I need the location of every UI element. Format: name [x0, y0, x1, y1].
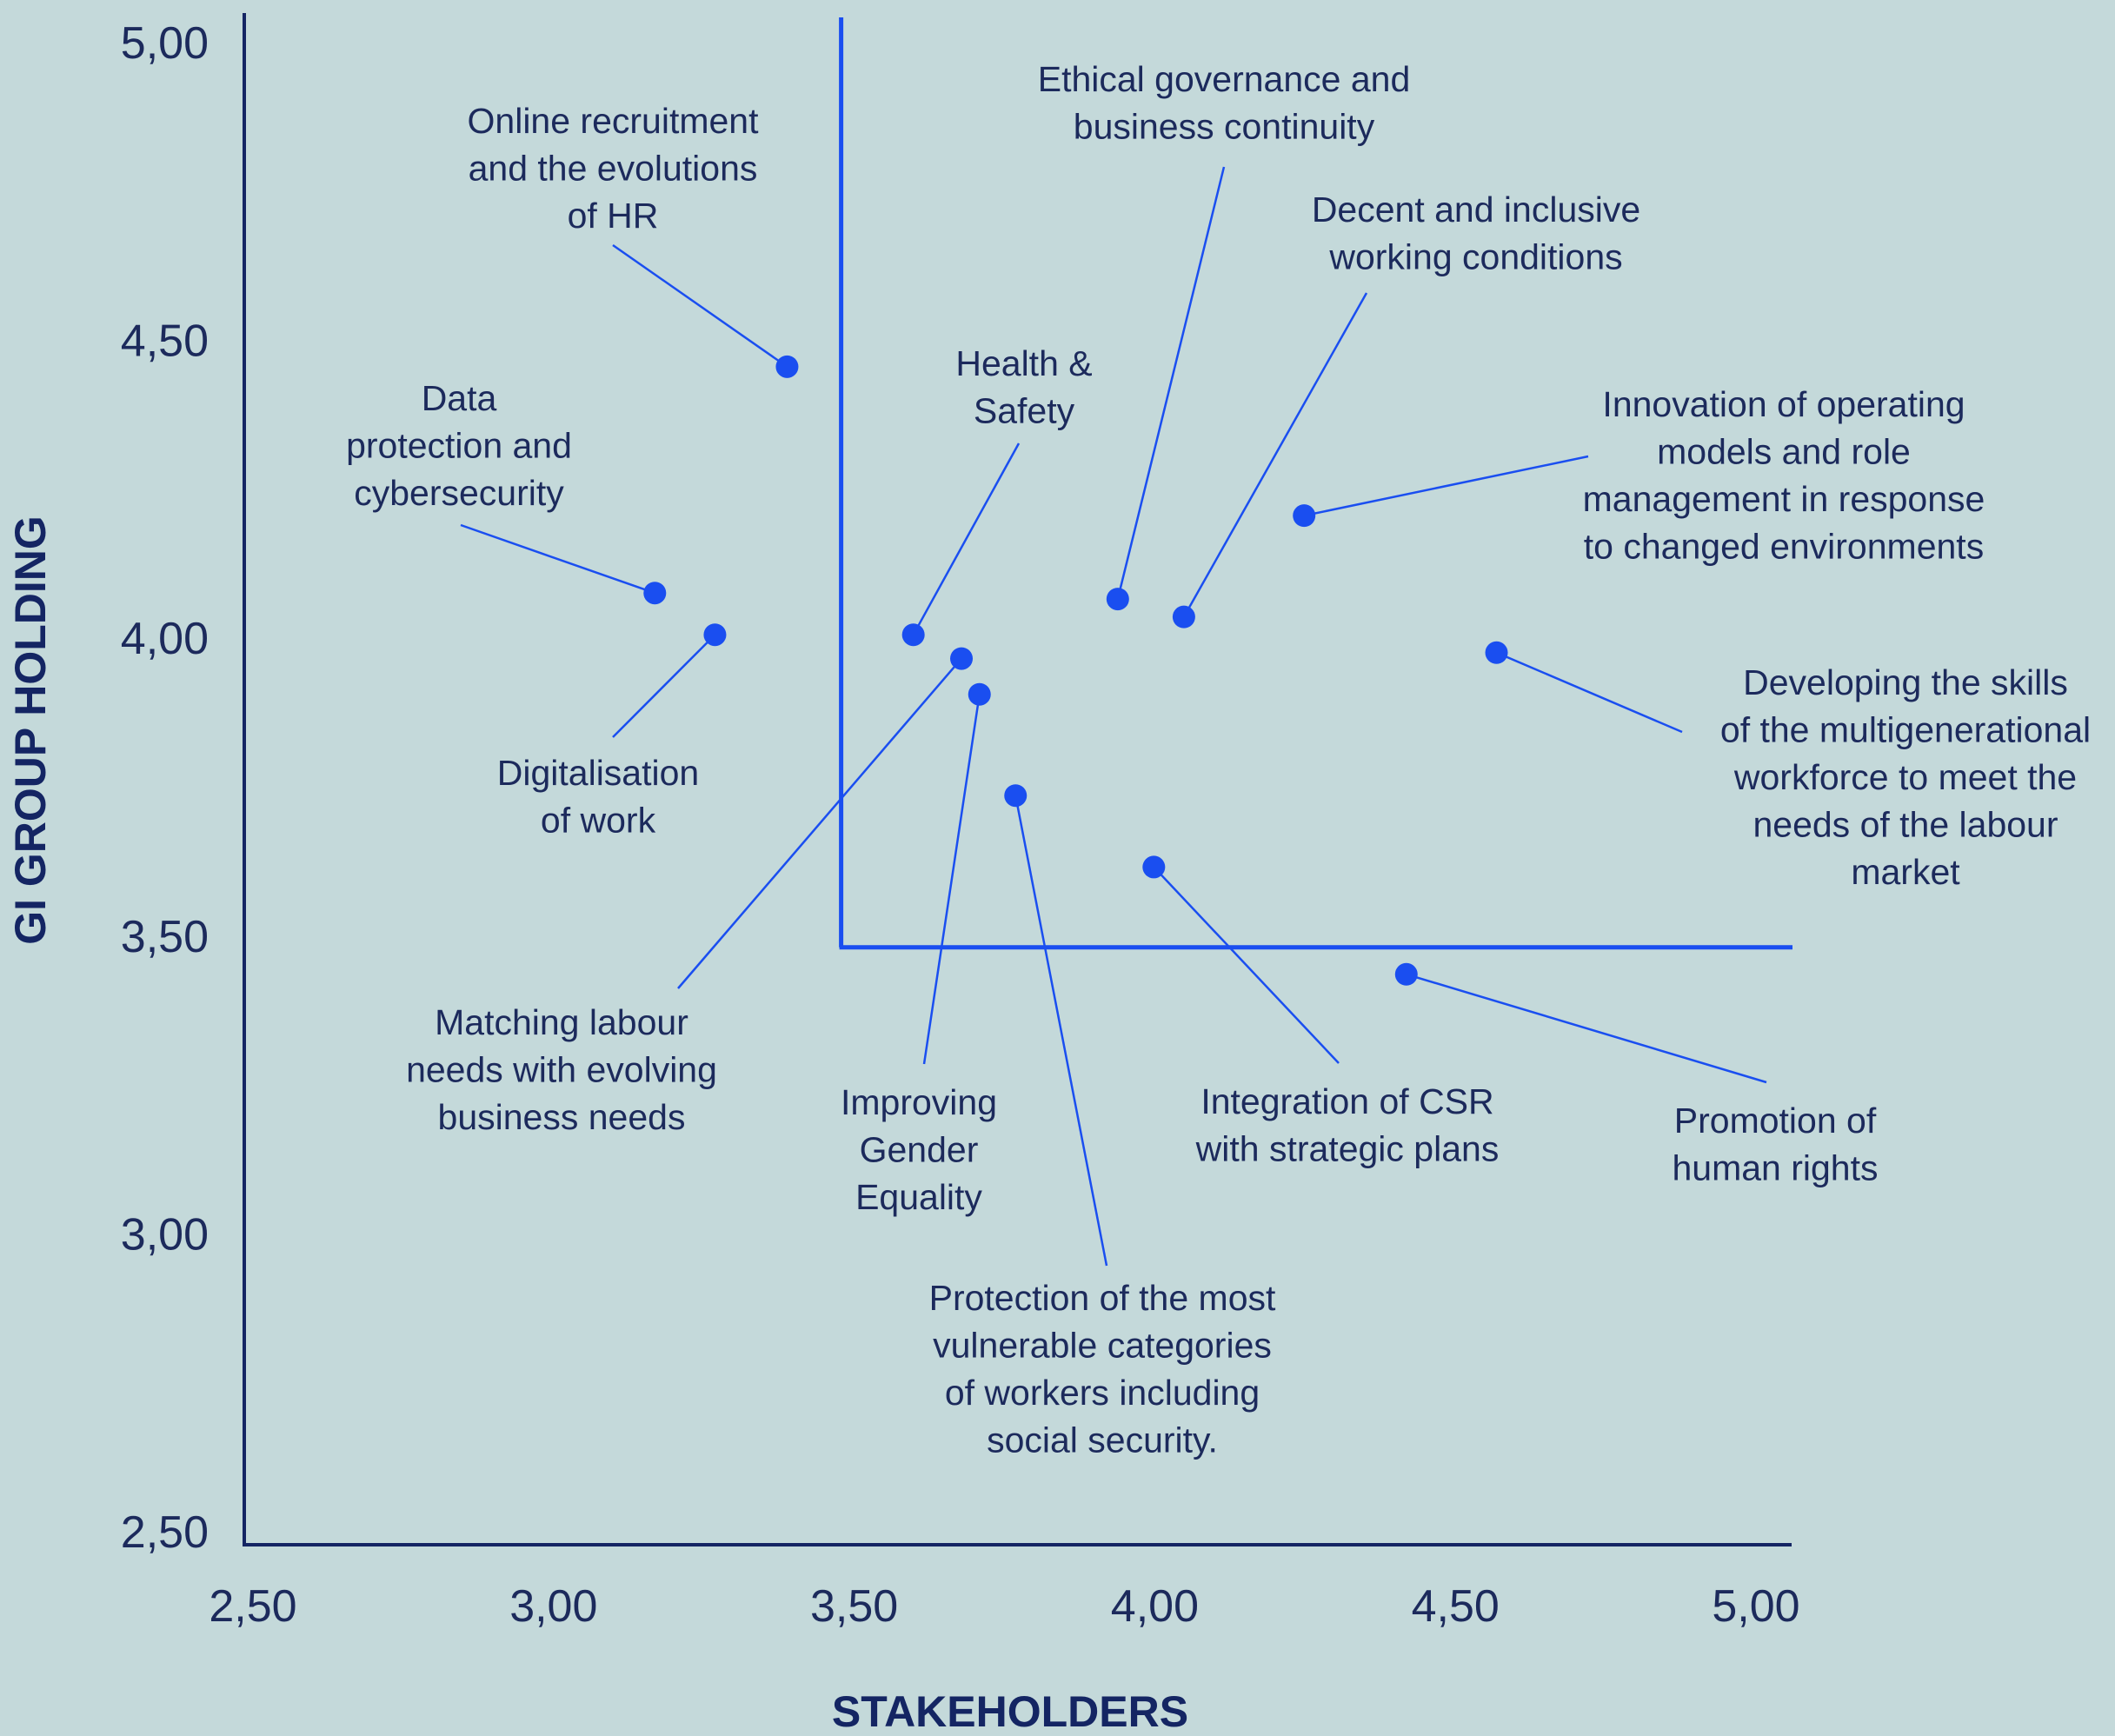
- y-tick-label: 3,50: [121, 912, 209, 962]
- data-point: [643, 582, 667, 605]
- y-tick-label: 4,00: [121, 614, 209, 664]
- leader-line: [460, 523, 655, 595]
- data-point: [1106, 588, 1129, 611]
- leader-line: [612, 243, 788, 368]
- point-label: Protection of the most vulnerable categor…: [929, 1278, 1276, 1460]
- threshold-lines: [839, 17, 1792, 950]
- point-label: Online recruitment and the evolutions of H…: [468, 101, 760, 236]
- x-tick-label: 5,00: [1712, 1581, 1799, 1632]
- x-tick-label: 2,50: [209, 1581, 296, 1632]
- x-tick-label: 3,50: [810, 1581, 898, 1632]
- data-point: [968, 682, 991, 706]
- data-point: [1004, 784, 1028, 808]
- leader-line: [1182, 292, 1368, 618]
- y-tick-label: 5,00: [121, 18, 209, 69]
- x-tick-label: 4,50: [1412, 1581, 1500, 1632]
- x-tick-label: 4,00: [1111, 1581, 1199, 1632]
- leader-line: [1153, 866, 1340, 1064]
- data-point: [1394, 962, 1418, 986]
- leader-line: [1014, 795, 1108, 1267]
- y-tick-label: 3,00: [121, 1209, 209, 1260]
- leader-line: [612, 634, 716, 738]
- point-label: Matching labour needs with evolving busine…: [406, 1002, 717, 1137]
- point-label: Ethical governance and business continuit…: [1038, 59, 1411, 147]
- point-label: Health & Safety: [955, 343, 1092, 431]
- data-point: [1172, 605, 1195, 629]
- leader-line: [677, 657, 962, 989]
- point-label: Data protection and cybersecurity: [346, 378, 572, 513]
- x-tick-labels: 2,50 3,00 3,50 4,00 4,50 5,00: [209, 1581, 1799, 1632]
- data-points: [643, 355, 1508, 986]
- leader-line: [1496, 651, 1683, 734]
- leader-line: [1303, 455, 1589, 517]
- y-axis-title: GI GROUP HOLDING: [6, 515, 55, 945]
- data-point: [1142, 855, 1166, 879]
- data-point: [775, 355, 799, 378]
- data-point: [703, 623, 727, 647]
- point-labels: Online recruitment and the evolutions of H…: [346, 59, 2091, 1460]
- point-label: Promotion of human rights: [1672, 1101, 1878, 1188]
- leader-line: [1116, 166, 1226, 600]
- data-point: [1293, 504, 1316, 528]
- y-tick-labels: 2,50 3,00 3,50 4,00 4,50 5,00: [121, 18, 209, 1558]
- point-label: Improving Gender Equality: [841, 1082, 997, 1217]
- leader-line: [1406, 973, 1767, 1084]
- data-point: [950, 647, 974, 670]
- data-point: [1485, 641, 1508, 664]
- point-label: Decent and inclusive working conditions: [1312, 190, 1640, 277]
- leader-line: [922, 694, 981, 1065]
- leader-line: [912, 442, 1021, 635]
- point-label: Integration of CSR with strategic plans: [1195, 1081, 1500, 1169]
- point-label: Digitalisation of work: [497, 753, 699, 841]
- data-point: [901, 623, 925, 647]
- x-tick-label: 3,00: [509, 1581, 597, 1632]
- point-label: Developing the skills of the multigenerat…: [1720, 662, 2091, 892]
- y-tick-label: 2,50: [121, 1507, 209, 1558]
- x-axis-title: STAKEHOLDERS: [832, 1687, 1188, 1736]
- point-label: Innovation of operating models and role ma…: [1583, 384, 1985, 567]
- y-tick-label: 4,50: [121, 316, 209, 367]
- leader-lines: [460, 166, 1767, 1267]
